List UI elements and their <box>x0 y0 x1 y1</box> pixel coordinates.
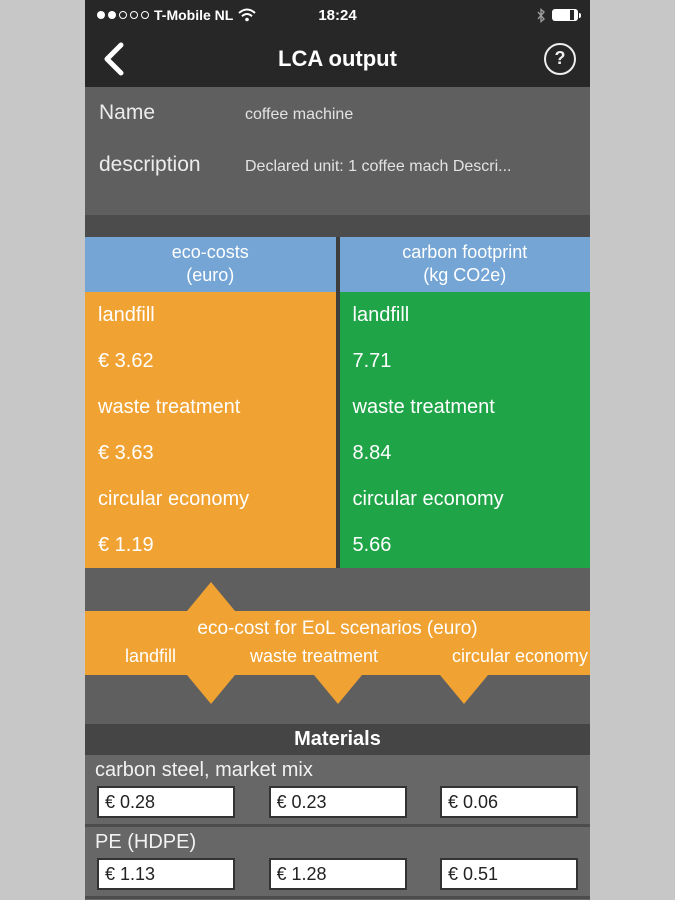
scenario-label: waste treatment <box>352 395 495 418</box>
banner-label-waste-treatment: waste treatment <box>249 646 379 666</box>
eco-cost-circular-economy-input[interactable] <box>440 786 578 818</box>
help-icon: ? <box>554 48 566 68</box>
results-header-row: eco-costs (euro) carbon footprint (kg CO… <box>85 237 590 292</box>
carrier-label: T-Mobile NL <box>154 7 234 23</box>
carbon-footprint-header: carbon footprint (kg CO2e) <box>339 237 590 292</box>
eol-scenarios-banner: eco-cost for EoL scenarios (euro) landfi… <box>85 611 590 675</box>
status-bar: T-Mobile NL 18:24 <box>85 0 590 30</box>
banner-label-circular-economy: circular economy <box>451 646 588 666</box>
material-row: carbon steel, market mix <box>85 755 590 824</box>
scenario-value: € 3.62 <box>98 349 154 372</box>
material-row: PE (HDPE) <box>85 827 590 896</box>
banner-title: eco-cost for EoL scenarios (euro) <box>197 618 478 639</box>
material-name: PE (HDPE) <box>95 831 197 853</box>
description-value[interactable]: Declared unit: 1 coffee mach Descri... <box>245 158 512 175</box>
name-row: Name coffee machine <box>85 101 590 125</box>
banner-arrow-area <box>85 675 590 704</box>
help-button[interactable]: ? <box>544 42 576 75</box>
column-divider <box>335 237 340 292</box>
wifi-icon <box>238 8 256 22</box>
status-right <box>536 7 590 23</box>
banner-labels: landfill waste treatment circular econom… <box>85 640 590 667</box>
scenario-value: 8.84 <box>352 441 392 464</box>
back-button[interactable] <box>99 42 129 76</box>
arrow-down-icon <box>187 675 236 704</box>
clock: 18:24 <box>318 6 357 24</box>
product-info-panel: Name coffee machine description Declared… <box>85 87 590 215</box>
status-left: T-Mobile NL <box>85 7 256 23</box>
materials-header: Materials <box>85 724 590 755</box>
eco-cost-waste-treatment-input[interactable] <box>268 786 407 818</box>
row-divider <box>85 896 590 899</box>
eco-cost-landfill-input[interactable] <box>97 786 235 818</box>
description-row: description Declared unit: 1 coffee mach… <box>85 153 590 177</box>
page-title: LCA output <box>278 45 397 71</box>
row-divider <box>85 824 590 827</box>
scenario-label: waste treatment <box>98 395 241 418</box>
signal-strength-icon <box>97 11 149 19</box>
banner-arrow-area <box>85 568 590 611</box>
arrow-down-icon <box>313 675 362 704</box>
eco-cost-circular-economy-input[interactable] <box>440 858 578 890</box>
arrow-down-icon <box>439 675 488 704</box>
eco-costs-column: landfill € 3.62 waste treatment € 3.63 c… <box>85 292 336 568</box>
description-label: description <box>99 153 201 176</box>
scenario-value: 5.66 <box>352 533 392 556</box>
scenario-label: landfill <box>98 303 155 326</box>
material-values-row <box>85 857 590 896</box>
name-value: coffee machine <box>245 106 354 123</box>
scenario-value: € 3.63 <box>98 441 154 464</box>
materials-list: carbon steel, market mix PE (HDPE) alumi… <box>85 755 590 900</box>
eco-cost-landfill-input[interactable] <box>97 858 235 890</box>
results-data-row: landfill € 3.62 waste treatment € 3.63 c… <box>85 292 590 568</box>
bluetooth-icon <box>537 7 545 23</box>
banner-label-landfill: landfill <box>125 646 177 666</box>
scenario-value: 7.71 <box>352 349 392 372</box>
arrow-up-icon <box>187 582 236 611</box>
material-values-row <box>85 785 590 824</box>
material-name: carbon steel, market mix <box>95 759 313 781</box>
carbon-footprint-column: landfill 7.71 waste treatment 8.84 circu… <box>339 292 590 568</box>
scenario-label: landfill <box>352 303 410 326</box>
section-divider <box>85 215 590 237</box>
eco-costs-header: eco-costs (euro) <box>85 237 336 292</box>
scenario-label: circular economy <box>352 487 504 510</box>
spacer <box>85 703 590 724</box>
scenario-label: circular economy <box>98 487 250 510</box>
phone-screen: T-Mobile NL 18:24 LCA output ? <box>85 0 590 900</box>
column-divider <box>335 292 340 568</box>
nav-bar: LCA output ? <box>85 30 590 87</box>
scenario-value: € 1.19 <box>98 533 154 556</box>
eco-cost-waste-treatment-input[interactable] <box>268 858 407 890</box>
battery-icon <box>552 9 581 21</box>
name-label: Name <box>99 101 156 124</box>
